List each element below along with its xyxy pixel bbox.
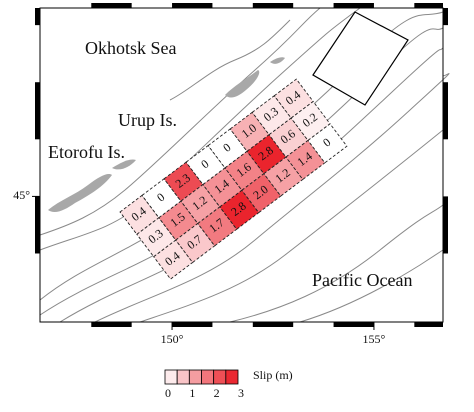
frame-bar bbox=[35, 196, 40, 254]
slip-cell bbox=[307, 123, 348, 164]
colorbar-swatch bbox=[188, 369, 202, 385]
colorbar: 0 1 2 3 Slip (m) bbox=[164, 368, 293, 400]
frame-bar bbox=[333, 322, 374, 327]
frame-bar bbox=[414, 322, 443, 327]
frame-bar bbox=[414, 3, 443, 8]
y-tick-label: 45° bbox=[13, 188, 30, 202]
frame-bar bbox=[443, 82, 448, 140]
place-label: Pacific Ocean bbox=[312, 270, 412, 290]
frame-bar bbox=[35, 8, 40, 26]
colorbar-label: Slip (m) bbox=[253, 368, 293, 382]
colorbar-tick-label: 1 bbox=[189, 386, 195, 400]
frame-bar bbox=[35, 82, 40, 140]
x-tick-label: 155° bbox=[363, 332, 386, 346]
x-tick-label: 150° bbox=[161, 332, 184, 346]
colorbar-swatch bbox=[213, 369, 227, 385]
frame-bar bbox=[91, 322, 132, 327]
place-label: Etorofu Is. bbox=[48, 142, 125, 162]
frame-bar bbox=[443, 8, 448, 26]
frame-bar bbox=[172, 3, 213, 8]
colorbar-tick-label: 3 bbox=[238, 386, 244, 400]
frame-bar bbox=[252, 3, 294, 8]
frame-bar bbox=[91, 3, 132, 8]
colorbar-swatch bbox=[176, 369, 190, 385]
frame-border bbox=[39, 7, 444, 323]
map-frame: 150° 155° 45° bbox=[13, 3, 448, 346]
frame-bar bbox=[443, 196, 448, 254]
fault-extension-box bbox=[312, 11, 409, 106]
islands bbox=[48, 57, 285, 213]
frame-bar bbox=[333, 3, 374, 8]
colorbar-swatch bbox=[201, 369, 215, 385]
slip-grid: 0.402.3001.00.30.40.31.51.21.41.62.80.60… bbox=[119, 78, 348, 280]
place-label: Okhotsk Sea bbox=[85, 38, 177, 58]
colorbar-tick-label: 0 bbox=[165, 386, 171, 400]
colorbar-swatch bbox=[164, 369, 178, 385]
frame-bar bbox=[252, 322, 294, 327]
colorbar-swatch bbox=[225, 369, 239, 385]
colorbar-tick-label: 2 bbox=[214, 386, 220, 400]
frame-bar bbox=[172, 322, 213, 327]
place-label: Urup Is. bbox=[118, 110, 177, 130]
